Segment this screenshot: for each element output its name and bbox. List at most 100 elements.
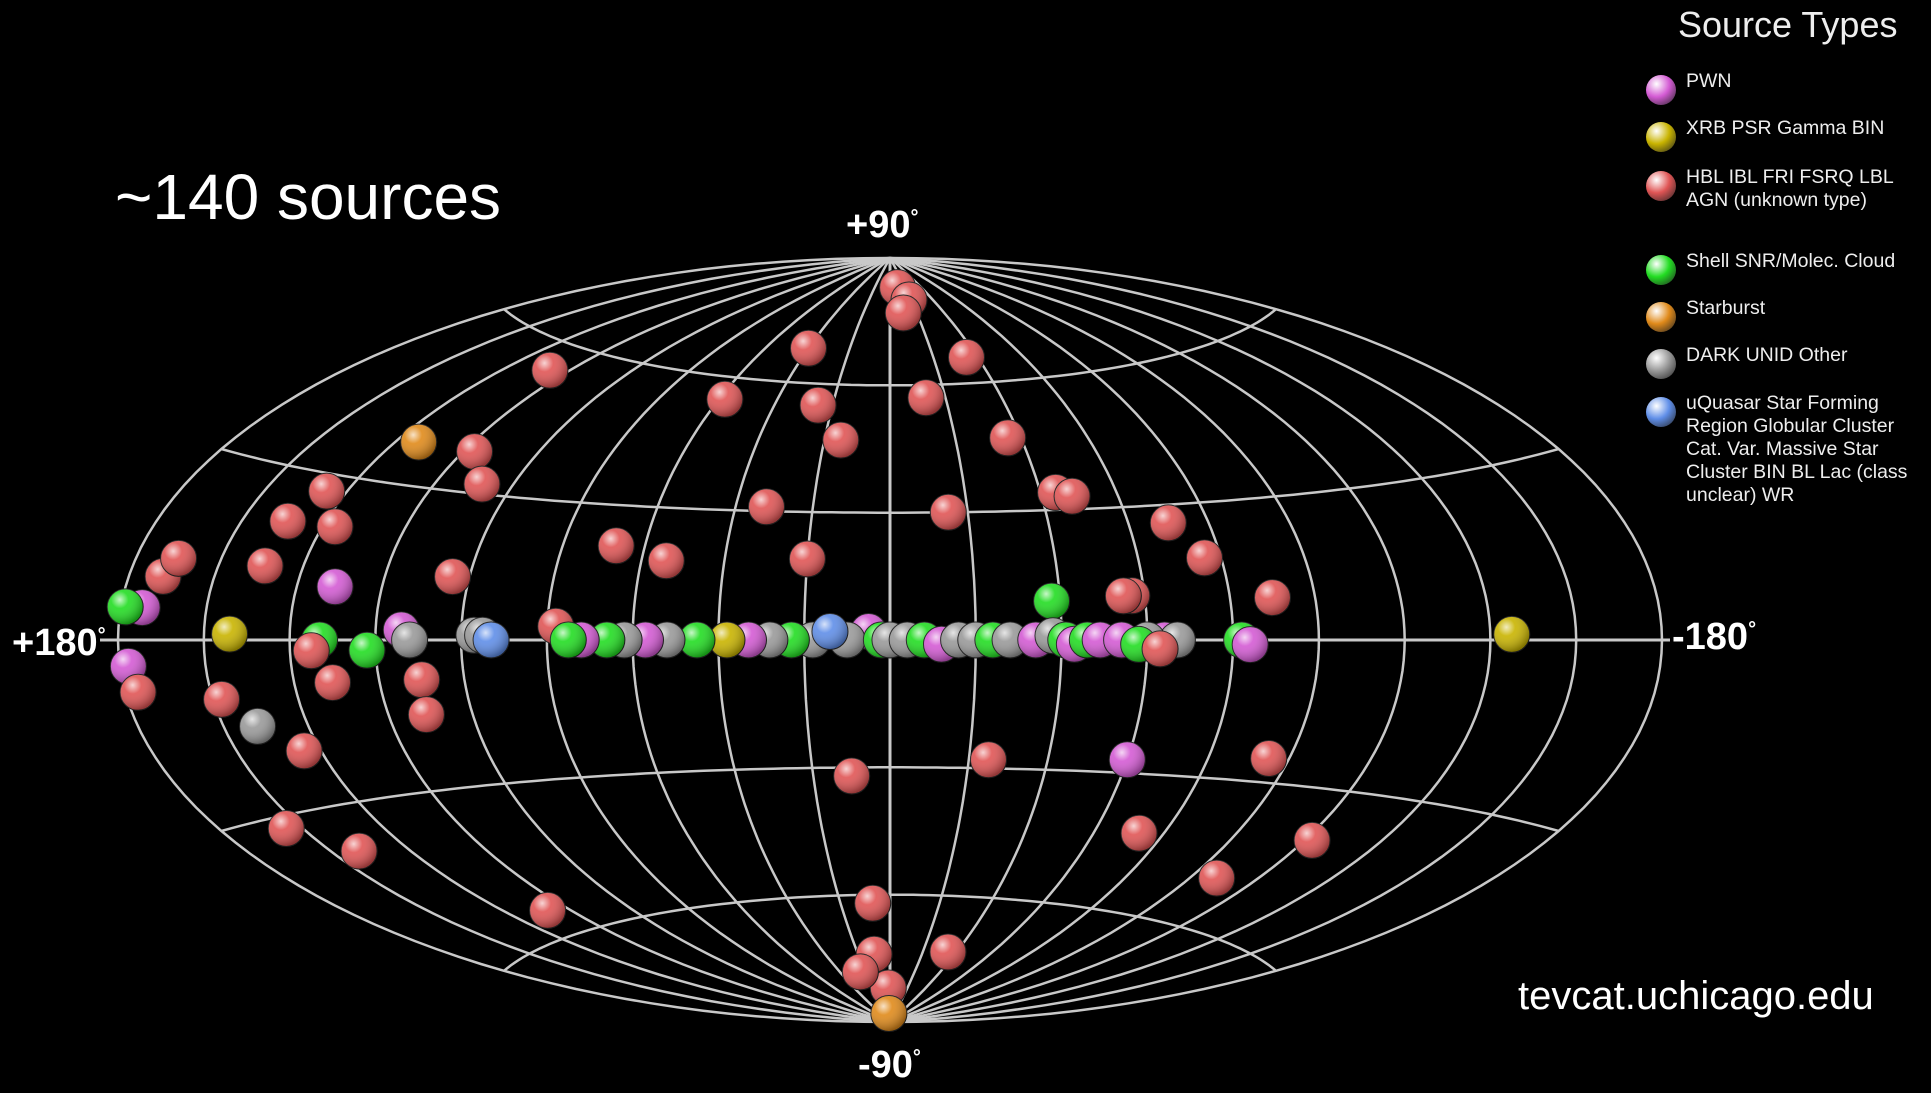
gray-sphere-icon [1646,349,1676,379]
source-marker-yellow [1493,615,1531,653]
source-marker-red [1254,579,1291,617]
source-marker-red [841,953,879,991]
source-marker-red [748,488,785,526]
legend-item-label: Starburst [1686,297,1766,319]
source-marker-red [340,832,378,870]
source-marker-red [531,351,569,389]
source-marker-green [588,621,626,659]
source-marker-magenta [1108,741,1146,779]
north-pole-label: +90° [846,204,918,247]
legend-item-label: uQuasar Star Forming Region Globular Clu… [1686,392,1908,506]
source-count-label: ~140 sources [115,161,502,233]
source-marker-red [1293,821,1331,859]
source-marker-red [529,891,567,929]
degree-symbol: ° [1748,618,1757,641]
source-marker-red [799,386,837,424]
source-marker-blue [472,621,510,659]
source-marker-red [434,558,472,596]
north-pole-value: +90 [846,204,911,246]
source-marker-red [403,661,441,699]
source-marker-red [1149,504,1187,542]
west-longitude-value: +180 [12,622,98,664]
green-sphere-icon [1646,255,1676,285]
source-marker-red [246,547,284,585]
source-marker-gray [991,621,1029,659]
source-marker-red [407,696,445,734]
legend-title: Source Types [1678,4,1898,45]
source-marker-red [308,472,346,510]
source-marker-red [948,338,985,376]
degree-symbol: ° [97,624,106,647]
source-marker-red [160,539,198,577]
legend-item-label: HBL IBL FRI FSRQ LBL AGN (unknown type) [1686,166,1893,211]
east-longitude-label: -180° [1672,616,1756,659]
legend-item-label: PWN [1686,70,1732,92]
source-markers [106,269,1531,1032]
source-marker-red [1104,577,1142,615]
source-marker-orange [400,423,438,461]
source-marker-red [929,493,967,531]
yellow-sphere-icon [1646,122,1676,152]
east-longitude-value: -180 [1672,616,1749,658]
parallel-line [503,893,1277,972]
source-marker-red [456,433,494,471]
source-marker-red [1186,539,1223,577]
source-marker-gray [391,621,429,659]
south-pole-label: -90° [858,1044,921,1087]
source-marker-gray [239,707,277,745]
source-marker-red [929,933,967,971]
west-longitude-label: +180° [12,622,106,665]
source-marker-red [267,810,305,847]
source-marker-red [316,508,354,546]
source-marker-red [647,542,685,580]
source-marker-green [678,621,716,659]
source-marker-red [269,502,307,540]
source-marker-red [203,680,241,718]
source-marker-red [1250,740,1288,777]
source-marker-red [1120,814,1158,852]
source-marker-green [549,621,587,659]
blue-sphere-icon [1646,397,1676,427]
source-marker-red [884,294,922,332]
source-marker-red [907,379,945,417]
orange-sphere-icon [1646,302,1676,332]
legend-item-label: XRB PSR Gamma BIN [1686,117,1885,139]
source-marker-red [989,419,1027,457]
source-marker-red [314,664,352,702]
legend-item-label: Shell SNR/Molec. Cloud [1686,250,1896,272]
source-marker-green [106,588,144,626]
source-marker-red [597,527,635,565]
parallel-line [221,447,1559,514]
source-marker-red [292,632,330,670]
source-marker-green [348,631,386,669]
source-marker-red [285,732,323,770]
parallel-line [221,766,1559,833]
source-marker-green [1033,582,1071,620]
source-marker-red [463,465,501,503]
south-pole-value: -90 [858,1044,913,1086]
source-marker-yellow [211,615,249,653]
degree-symbol: ° [910,206,919,229]
degree-symbol: ° [912,1046,921,1069]
source-marker-red [706,380,744,418]
source-marker-blue [811,613,849,650]
source-marker-red [1053,477,1091,515]
source-marker-red [833,757,871,795]
source-marker-red [822,421,860,459]
legend-item-label: DARK UNID Other [1686,344,1848,366]
source-marker-orange [870,995,908,1032]
source-marker-magenta [1231,626,1269,664]
source-marker-red [119,673,157,711]
magenta-sphere-icon [1646,75,1676,105]
parallel-line [503,308,1277,387]
source-marker-red [1198,859,1236,897]
source-marker-red [854,884,892,922]
red-sphere-icon [1646,171,1676,201]
source-marker-red [869,969,907,1007]
source-marker-red [970,741,1007,779]
source-marker-red [790,329,827,367]
source-marker-magenta [316,568,354,606]
credit-url: tevcat.uchicago.edu [1518,974,1874,1018]
